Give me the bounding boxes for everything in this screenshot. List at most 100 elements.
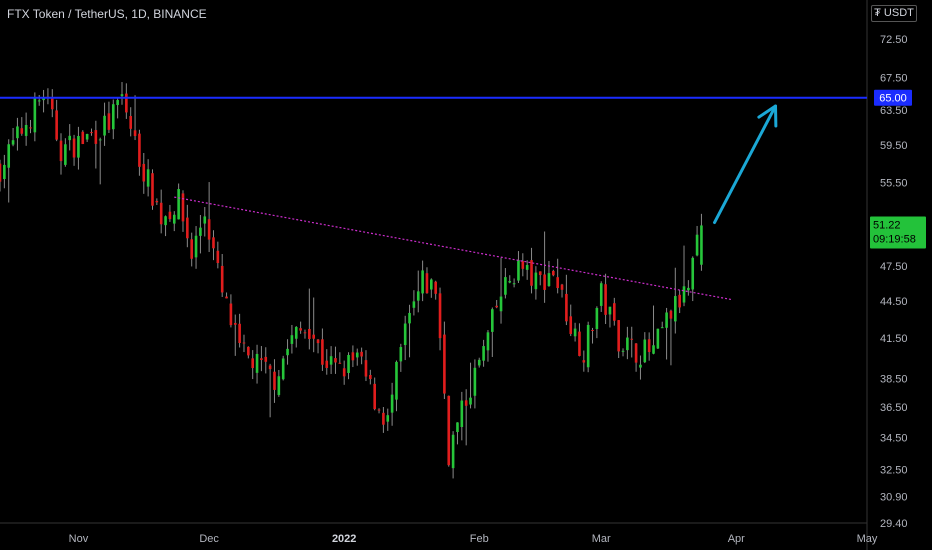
candle-down: [543, 274, 546, 290]
candle-down: [530, 260, 533, 286]
candle-up: [347, 355, 350, 373]
candle-up: [286, 348, 289, 356]
trendline: [174, 196, 733, 301]
candle-down: [0, 163, 2, 182]
candle-up: [177, 189, 180, 220]
candle-up: [482, 346, 485, 361]
candle-down: [238, 323, 241, 344]
time-axis[interactable]: Nov Dec 2022 Feb Mar Apr May: [69, 533, 878, 545]
candle-up: [146, 169, 150, 187]
candle-up: [491, 309, 494, 332]
candle-down: [133, 130, 137, 137]
candle-down: [612, 303, 616, 321]
candle-up: [652, 345, 655, 354]
price-tick-label: 63.50: [880, 105, 908, 117]
price-axis[interactable]: 72.50 67.50 63.50 59.50 55.50 47.50 44.50 41.50…: [880, 34, 908, 530]
candle-up: [290, 335, 294, 344]
candle-down: [360, 351, 363, 357]
candle-up: [586, 324, 590, 368]
candle-down: [308, 328, 311, 339]
last-price-label: 51.22: [873, 219, 901, 231]
candle-up: [16, 126, 19, 139]
candle-up: [456, 422, 459, 433]
candle-up: [512, 283, 516, 285]
resistance-price-label: 65.00: [879, 93, 907, 105]
candle-down: [443, 334, 446, 394]
candle-up: [595, 307, 599, 329]
candle-up: [42, 98, 45, 101]
candle-down: [220, 265, 224, 293]
candle-down: [604, 284, 607, 315]
candle-down: [90, 132, 93, 134]
candle-up: [460, 400, 464, 428]
candle-up: [656, 328, 660, 349]
candle-up: [469, 397, 472, 405]
candle-down: [647, 339, 651, 353]
price-tick-label: 47.50: [880, 261, 908, 273]
candle-up: [486, 332, 490, 351]
candle-up: [421, 270, 424, 294]
candle-down: [142, 163, 146, 182]
price-tick-label: 30.90: [880, 491, 908, 503]
projection-arrow-head: [757, 104, 778, 128]
candle-down: [678, 294, 681, 308]
candle-down: [151, 173, 154, 206]
last-price-tag: [870, 216, 926, 249]
drawings-layer: [0, 96, 867, 301]
price-tick-label: 67.50: [880, 72, 908, 84]
time-tick-label: Nov: [69, 533, 89, 545]
bar-countdown-label: 09:19:58: [873, 233, 916, 245]
candle-down: [20, 128, 24, 134]
price-tick-label: 38.50: [880, 373, 908, 385]
candle-up: [37, 100, 41, 102]
candle-up: [621, 350, 625, 352]
candle-up: [255, 353, 259, 373]
candle-down: [94, 130, 98, 144]
price-tick-label: 55.50: [880, 177, 908, 189]
candle-down: [634, 343, 638, 363]
candle-up: [85, 134, 89, 140]
candle-down: [669, 310, 673, 319]
candle-up: [277, 376, 281, 395]
candle-down: [229, 303, 233, 326]
candle-up: [120, 94, 124, 97]
time-tick-label: Dec: [199, 533, 219, 545]
candle-down: [565, 293, 568, 322]
candle-down: [299, 328, 302, 331]
candle-down: [569, 316, 573, 334]
candle-up: [687, 287, 690, 291]
candle-up: [403, 323, 407, 346]
currency-label: USDT: [883, 7, 914, 19]
candle-up: [451, 434, 455, 469]
candle-down: [55, 110, 58, 140]
price-tick-label: 36.50: [880, 402, 908, 414]
candle-up: [33, 97, 37, 133]
currency-selector[interactable]: ₮ USDT: [871, 5, 917, 22]
candle-up: [473, 367, 477, 396]
candle-down: [425, 273, 429, 294]
candle-up: [508, 281, 512, 283]
price-tick-label: 72.50: [880, 34, 908, 46]
candle-down: [225, 296, 228, 299]
candle-up: [199, 227, 202, 236]
price-tick-label: 32.50: [880, 464, 908, 476]
candle-up: [294, 326, 298, 339]
dollar-sign-icon: ₮: [874, 7, 881, 19]
candle-down: [107, 113, 111, 130]
candle-down: [578, 331, 581, 356]
projection-arrow: [713, 104, 778, 225]
candle-down: [312, 334, 315, 339]
candle-down: [129, 116, 133, 129]
candle-up: [673, 296, 677, 322]
candle-up: [691, 257, 695, 290]
price-tick-label: 41.50: [880, 333, 908, 345]
candle-down: [207, 219, 211, 240]
candle-up: [599, 283, 603, 306]
candle-down: [268, 365, 272, 370]
candle-up: [525, 265, 529, 270]
candle-down: [342, 368, 346, 377]
candle-up: [203, 216, 207, 224]
time-tick-label: Mar: [592, 533, 611, 545]
candle-down: [538, 271, 542, 276]
